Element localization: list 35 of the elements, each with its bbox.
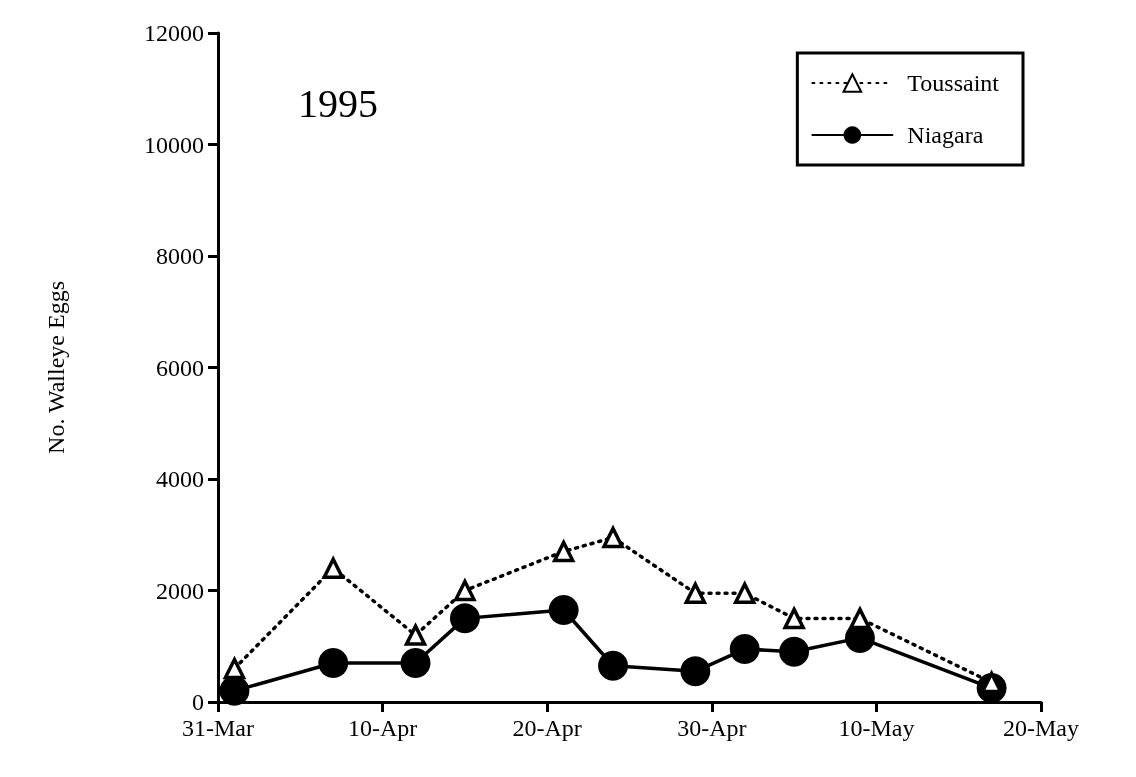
y-tick-label: 10000 (144, 131, 204, 158)
legend-label: Niagara (907, 122, 984, 148)
point (222, 655, 247, 680)
annotation: 1995 (298, 80, 378, 126)
point (848, 605, 872, 630)
x-tick-label: 30-Apr (677, 715, 747, 741)
point (318, 647, 349, 678)
point (449, 603, 480, 634)
x-tick-label: 31-Mar (182, 715, 254, 741)
point (551, 538, 576, 563)
y-tick-label: 12000 (144, 20, 204, 46)
point (454, 577, 477, 602)
y-tick-label: 6000 (156, 354, 204, 381)
x-tick-label: 10-Apr (347, 715, 418, 741)
point (322, 557, 344, 579)
point (400, 647, 431, 678)
point (683, 580, 708, 605)
x-tick-label: 10-May (838, 715, 915, 741)
y-tick-label: 8000 (156, 243, 204, 269)
y-tick-label: 2000 (156, 577, 204, 604)
x-tick-label: 20-Apr (512, 715, 582, 741)
point (548, 595, 579, 625)
point (729, 634, 760, 665)
y-tick-label: 0 (192, 689, 204, 715)
point (601, 524, 625, 549)
y-axis-title: No. Walleye Eggs (43, 281, 69, 454)
legend-label: Toussaint (907, 70, 1000, 96)
y-tick-label: 4000 (156, 466, 204, 492)
point (733, 580, 757, 605)
point (404, 624, 427, 646)
point (680, 656, 711, 687)
point (598, 650, 629, 681)
point (779, 636, 810, 667)
point (782, 605, 806, 630)
x-tick-label: 20-May (1003, 715, 1079, 741)
